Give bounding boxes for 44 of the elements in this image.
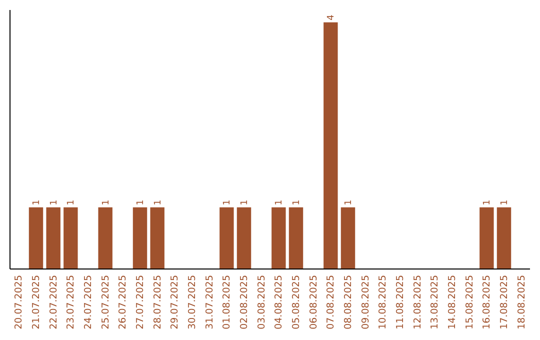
x-tick-label: 10.08.2025 [378, 275, 389, 330]
data-label: 1 [101, 200, 112, 206]
data-label: 1 [222, 200, 233, 206]
x-tick-label: 27.07.2025 [135, 275, 146, 330]
data-label: 1 [49, 200, 60, 206]
x-tick-label: 22.07.2025 [48, 275, 60, 330]
data-label: 1 [136, 200, 146, 206]
x-tick-label: 08.08.2025 [343, 275, 354, 330]
data-label: 1 [32, 200, 42, 206]
x-tick-label: 12.08.2025 [412, 275, 424, 330]
x-tick-label: 13.08.2025 [430, 275, 441, 330]
x-tick-label: 09.08.2025 [360, 275, 372, 330]
x-tick-label: 28.07.2025 [152, 275, 164, 330]
x-tick-label: 20.07.2025 [14, 275, 25, 330]
data-label: 1 [482, 200, 493, 206]
data-label: 1 [274, 200, 285, 206]
data-label: 1 [240, 200, 250, 206]
data-label: 1 [66, 200, 77, 206]
x-tick-label: 03.08.2025 [256, 275, 268, 330]
x-tick-label: 31.07.2025 [204, 275, 216, 330]
x-tick-label: 11.08.2025 [395, 275, 406, 330]
x-tick-label: 29.07.2025 [170, 275, 181, 330]
data-label: 1 [344, 200, 354, 206]
x-tick-label: 17.08.2025 [499, 275, 510, 330]
x-tick-label: 16.08.2025 [482, 275, 493, 330]
x-tick-label: 14.08.2025 [447, 275, 458, 330]
x-tick-label: 05.08.2025 [291, 275, 302, 330]
x-tick-label: 04.08.2025 [274, 275, 285, 330]
x-tick-label: 24.07.2025 [83, 275, 94, 330]
data-label: 1 [500, 200, 510, 206]
x-tick-label: 26.07.2025 [118, 275, 129, 330]
x-tick-label: 15.08.2025 [464, 275, 476, 330]
x-tick-label: 21.07.2025 [31, 275, 42, 330]
data-label: 1 [292, 200, 302, 206]
x-tick-label: 30.07.2025 [187, 275, 198, 330]
x-tick-label: 23.07.2025 [66, 275, 77, 330]
x-tick-label: 02.08.2025 [239, 275, 250, 330]
x-tick-label: 01.08.2025 [222, 275, 233, 330]
data-label: 1 [153, 200, 164, 206]
x-tick-label: 06.08.2025 [308, 275, 320, 330]
x-tick-label: 18.08.2025 [516, 275, 528, 330]
data-label: 4 [326, 14, 337, 20]
x-tick-label: 25.07.2025 [100, 275, 112, 330]
x-tick-label: 07.08.2025 [326, 275, 337, 330]
